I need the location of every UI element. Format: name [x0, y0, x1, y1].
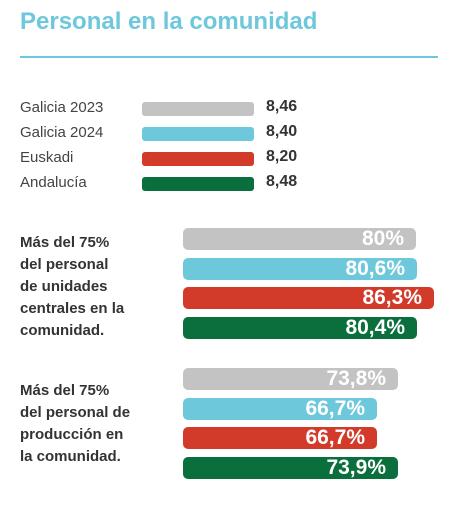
legend-value: 8,40 — [266, 123, 298, 140]
bar-value-label: 66,7% — [305, 426, 365, 449]
bar-value-label: 66,7% — [305, 397, 365, 420]
legend-label: Galicia 2023 — [20, 99, 104, 116]
group-label-line: del personal — [20, 256, 109, 273]
legend-value: 8,48 — [266, 173, 298, 190]
bar-value-label: 73,9% — [326, 456, 386, 479]
title-divider — [20, 56, 438, 58]
group-label-line: de unidades — [20, 278, 108, 295]
bar-galicia-2023: 80% — [183, 228, 416, 250]
legend-swatch — [142, 127, 254, 141]
bar-value-label: 73,8% — [326, 367, 386, 390]
legend-value: 8,20 — [266, 148, 298, 165]
bar-galicia-2024: 66,7% — [183, 398, 377, 420]
group-label-line: centrales en la — [20, 300, 125, 317]
page-title: Personal en la comunidad — [20, 8, 318, 35]
group-label: Más del 75% del personal de producción en l… — [20, 380, 130, 468]
legend-value: 8,46 — [266, 98, 298, 115]
legend-label: Euskadi — [20, 149, 74, 166]
group-label-line: comunidad. — [20, 322, 105, 339]
group-label-line: la comunidad. — [20, 448, 121, 465]
bar-value-label: 80% — [361, 227, 404, 250]
legend-item: Euskadi 8,20 — [20, 148, 400, 170]
group-label: Más del 75% del personal de unidades centra… — [20, 232, 124, 342]
group-label-line: del personal de — [20, 404, 131, 421]
bar-galicia-2023: 73,8% — [183, 368, 398, 390]
group-label-line: producción en — [20, 426, 124, 443]
bar-value-label: 86,3% — [362, 286, 422, 309]
bar-andalucía: 80,4% — [183, 317, 417, 339]
bar-andalucía: 73,9% — [183, 457, 398, 479]
bar-euskadi: 86,3% — [183, 287, 434, 309]
bar-euskadi: 66,7% — [183, 427, 377, 449]
group-label-line: Más del 75% — [20, 382, 110, 399]
bar-value-label: 80,4% — [345, 316, 405, 339]
legend-label: Galicia 2024 — [20, 124, 104, 141]
bar-value-label: 80,6% — [345, 257, 405, 280]
legend-swatch — [142, 152, 254, 166]
legend-item: Galicia 2024 8,40 — [20, 123, 400, 145]
group-label-line: Más del 75% — [20, 234, 110, 251]
legend-item: Galicia 2023 8,46 — [20, 98, 400, 120]
legend-label: Andalucía — [20, 174, 87, 191]
legend-swatch — [142, 102, 254, 116]
legend-item: Andalucía 8,48 — [20, 173, 400, 195]
bar-galicia-2024: 80,6% — [183, 258, 417, 280]
legend-swatch — [142, 177, 254, 191]
